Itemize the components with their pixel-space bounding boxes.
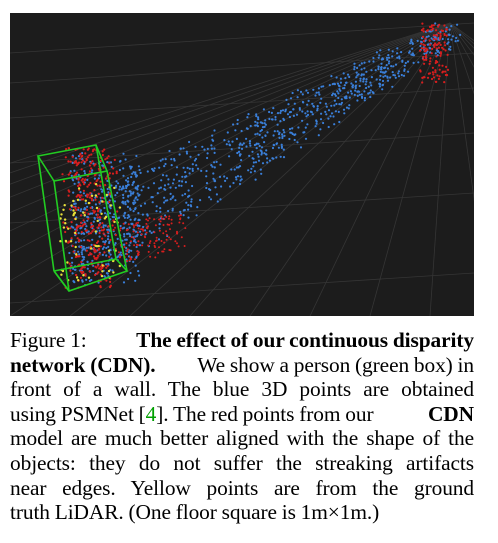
- caption-line-5: model are much better aligned with the s…: [10, 426, 474, 451]
- figure-label: Figure 1:: [10, 328, 87, 352]
- caption-line-7: near edges. Yellow points are from the g…: [10, 475, 474, 500]
- caption-line-8: truth LiDAR. (One floor square is 1m×1m.…: [10, 500, 380, 525]
- caption-line-2: network (CDN). We show a person (green b…: [10, 353, 474, 378]
- caption-line-6: objects: they do not suffer the streakin…: [10, 450, 474, 475]
- caption-l4b: ]. The red points from our: [156, 401, 374, 426]
- caption-line-3: front of a wall. The blue 3D points are …: [10, 377, 474, 402]
- caption-title-cont: network (CDN).: [10, 352, 156, 377]
- caption-line-1: Figure 1: The effect of our continuous d…: [10, 328, 474, 353]
- caption-line-4-text: using PSMNet [4]. The red points from ou…: [10, 401, 374, 427]
- point-cloud-icon: [10, 13, 474, 316]
- caption-title: The effect of our continuous disparity: [136, 328, 474, 352]
- point-cloud-figure: [10, 13, 474, 316]
- figure-caption: Figure 1: The effect of our continuous d…: [10, 328, 474, 525]
- caption-l4a: using PSMNet [: [10, 401, 146, 426]
- caption-cdn: CDN: [427, 401, 474, 426]
- caption-sentence-1: We show a person (green box) in: [197, 352, 474, 377]
- caption-line-4: using PSMNet [4]. The red points from ou…: [10, 402, 474, 427]
- citation-link[interactable]: 4: [145, 401, 157, 426]
